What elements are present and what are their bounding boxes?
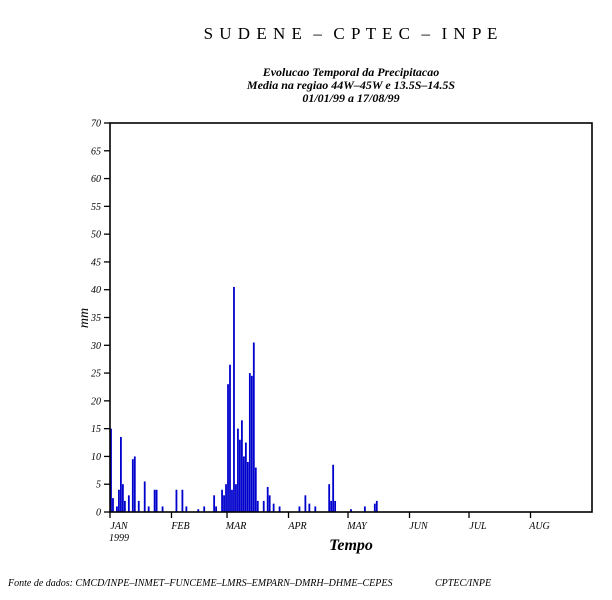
bars-group — [110, 286, 378, 512]
precip-bar — [215, 506, 218, 512]
precip-bar — [254, 467, 257, 512]
precip-bar — [373, 503, 376, 512]
precip-bar — [272, 503, 275, 512]
y-tick-label: 55 — [91, 202, 101, 213]
y-tick-label: 5 — [96, 480, 101, 491]
precip-bar — [244, 442, 247, 512]
precip-bar — [256, 500, 259, 512]
precip-bar — [223, 495, 225, 512]
y-tick-label: 65 — [91, 146, 101, 157]
y-tick-label: 20 — [91, 396, 101, 407]
precip-bar — [221, 489, 223, 512]
precip-bar — [237, 428, 239, 512]
precip-bar — [229, 364, 231, 512]
precip-bar — [278, 506, 281, 512]
y-tick-label: 50 — [91, 230, 101, 241]
precip-bar — [110, 428, 112, 512]
precip-bar — [133, 456, 136, 512]
precip-bar — [363, 506, 366, 512]
precip-bar — [116, 506, 118, 512]
x-tick-label: JUL — [469, 521, 487, 532]
credit-text: CPTEC/INPE — [435, 578, 492, 589]
y-tick-label: 35 — [90, 313, 101, 324]
data-source-text: Fonte de dados: CMCD/INPE–INMET–FUNCEME–… — [8, 578, 393, 589]
chart-title-line3: 01/01/99 a 17/08/99 — [302, 91, 400, 105]
precip-bar — [185, 506, 188, 512]
precip-bar — [121, 484, 124, 512]
precip-bar — [155, 489, 158, 512]
precip-bar — [266, 486, 269, 512]
precip-bar — [235, 484, 237, 512]
precip-bar — [330, 500, 333, 512]
precip-bar — [334, 500, 337, 512]
precip-bar — [262, 500, 265, 512]
precip-bar — [350, 509, 352, 512]
chart-title-line1: Evolucao Temporal da Precipitacao — [262, 65, 440, 79]
x-tick-label: APR — [287, 521, 306, 532]
page-title: S U D E N E – C P T E C – I N P E — [203, 24, 499, 43]
precip-bar — [227, 384, 229, 512]
x-tick-label: JAN — [110, 521, 129, 532]
y-axis-ticks: 0 5 10 15 20 25 30 35 40 45 50 55 60 65 70 — [90, 119, 110, 519]
chart-title-block: Evolucao Temporal da Precipitacao Media … — [110, 66, 592, 105]
precip-bar — [147, 506, 150, 512]
precip-bar — [203, 506, 206, 512]
precip-bar — [143, 481, 146, 512]
precip-bar — [137, 500, 140, 512]
precip-bar — [225, 484, 227, 512]
precip-bar — [131, 459, 134, 512]
precip-bar — [241, 420, 243, 512]
y-tick-label: 15 — [91, 424, 101, 435]
precip-bar — [181, 489, 184, 512]
precip-bar — [242, 456, 245, 512]
precip-bar — [231, 489, 233, 512]
precip-bar — [153, 489, 156, 512]
precip-bar — [304, 495, 307, 512]
chart-title-line2: Media na regiao 44W–45W e 13.5S–14.5S — [246, 78, 456, 92]
precip-bar — [123, 500, 126, 512]
y-axis-label: mm — [77, 308, 92, 328]
precip-bar — [118, 489, 120, 512]
plot-border — [109, 122, 593, 513]
precip-bar — [120, 436, 122, 512]
precip-bar — [250, 375, 253, 512]
y-tick-label: 25 — [91, 369, 101, 380]
precip-bar — [252, 342, 255, 512]
precip-bar — [233, 286, 235, 512]
precip-bar — [375, 500, 378, 512]
y-tick-label: 40 — [91, 285, 101, 296]
precip-bar — [127, 495, 130, 512]
precip-bar — [268, 495, 271, 512]
precip-bar — [175, 489, 178, 512]
x-tick-year: 1999 — [109, 533, 129, 544]
precip-bar — [197, 509, 200, 512]
y-tick-label: 70 — [91, 119, 101, 130]
x-tick-label: AUG — [528, 521, 550, 532]
precip-bar — [248, 373, 251, 512]
precip-bar — [332, 464, 335, 512]
precip-bar — [213, 495, 216, 512]
x-tick-label: MAY — [346, 521, 368, 532]
x-axis-label: Tempo — [329, 537, 373, 554]
precip-bar — [246, 461, 249, 512]
precip-bar — [314, 506, 317, 512]
x-tick-label: JUN — [409, 521, 429, 532]
precip-bar — [161, 506, 164, 512]
precip-bar — [112, 498, 114, 512]
precip-bar — [239, 439, 241, 512]
y-tick-label: 30 — [90, 341, 101, 352]
y-tick-label: 60 — [91, 174, 101, 185]
precip-bar — [308, 503, 311, 512]
x-tick-label: FEB — [170, 521, 189, 532]
precip-bar — [328, 484, 331, 512]
x-tick-label: MAR — [225, 521, 247, 532]
precip-bar — [298, 506, 301, 512]
y-tick-label: 10 — [91, 452, 101, 463]
y-tick-label: 45 — [91, 257, 101, 268]
y-tick-label: 0 — [96, 508, 101, 519]
